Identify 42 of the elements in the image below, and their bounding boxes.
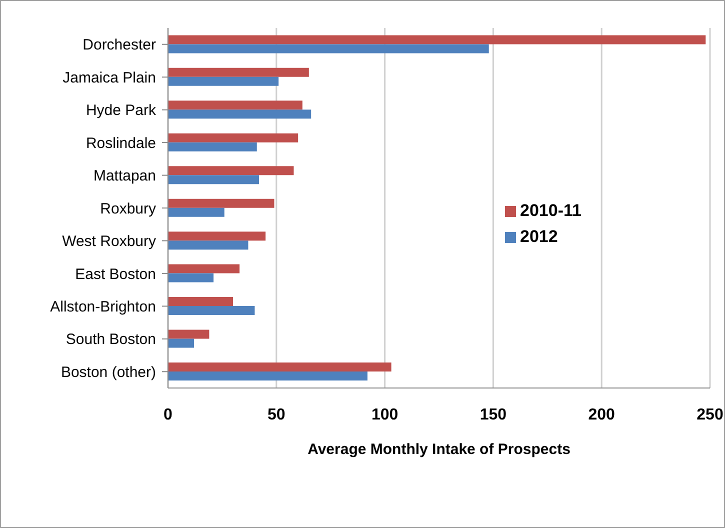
- y-tick-label: Roslindale: [86, 134, 156, 152]
- bar: [168, 264, 240, 274]
- x-tick-label: 50: [268, 406, 286, 424]
- y-tick-label: Jamaica Plain: [62, 69, 156, 86]
- bar: [168, 76, 279, 86]
- y-tick-label: Roxbury: [100, 200, 156, 218]
- x-axis-title: Average Monthly Intake of Prospects: [308, 441, 570, 458]
- bar: [168, 371, 368, 380]
- x-tick-label: 250: [696, 406, 724, 424]
- bar: [168, 35, 706, 44]
- legend-label: 2012: [520, 227, 558, 246]
- bar: [168, 232, 266, 241]
- bar: [168, 142, 257, 152]
- bar: [168, 166, 294, 176]
- bar: [168, 175, 260, 184]
- bar: [168, 100, 302, 110]
- y-tick-label: Boston (other): [60, 364, 156, 381]
- y-tick-label: Dorchester: [82, 36, 156, 54]
- x-tick-label: 0: [164, 406, 173, 424]
- bar: [168, 330, 210, 339]
- y-tick-label: East Boston: [75, 266, 156, 283]
- legend-label: 2010-11: [520, 201, 582, 220]
- bar: [168, 273, 214, 282]
- bar: [168, 68, 309, 77]
- bar: [168, 110, 312, 119]
- bar: [168, 44, 489, 54]
- bar: [168, 362, 392, 372]
- bar: [168, 133, 298, 142]
- bar: [168, 208, 224, 217]
- bar: [168, 297, 234, 306]
- bar: [168, 306, 255, 316]
- y-tick-label: Mattapan: [93, 168, 156, 185]
- bar: [168, 198, 274, 208]
- x-tick-label: 200: [588, 406, 616, 424]
- y-tick-label: South Boston: [66, 331, 156, 348]
- y-tick-label: West Roxbury: [62, 233, 156, 250]
- bar: [168, 338, 194, 348]
- y-tick-label: Allston-Brighton: [50, 298, 156, 316]
- y-tick-label: Hyde Park: [86, 102, 156, 120]
- x-tick-label: 100: [371, 406, 398, 424]
- bar: [168, 240, 248, 250]
- x-tick-label: 150: [480, 406, 507, 424]
